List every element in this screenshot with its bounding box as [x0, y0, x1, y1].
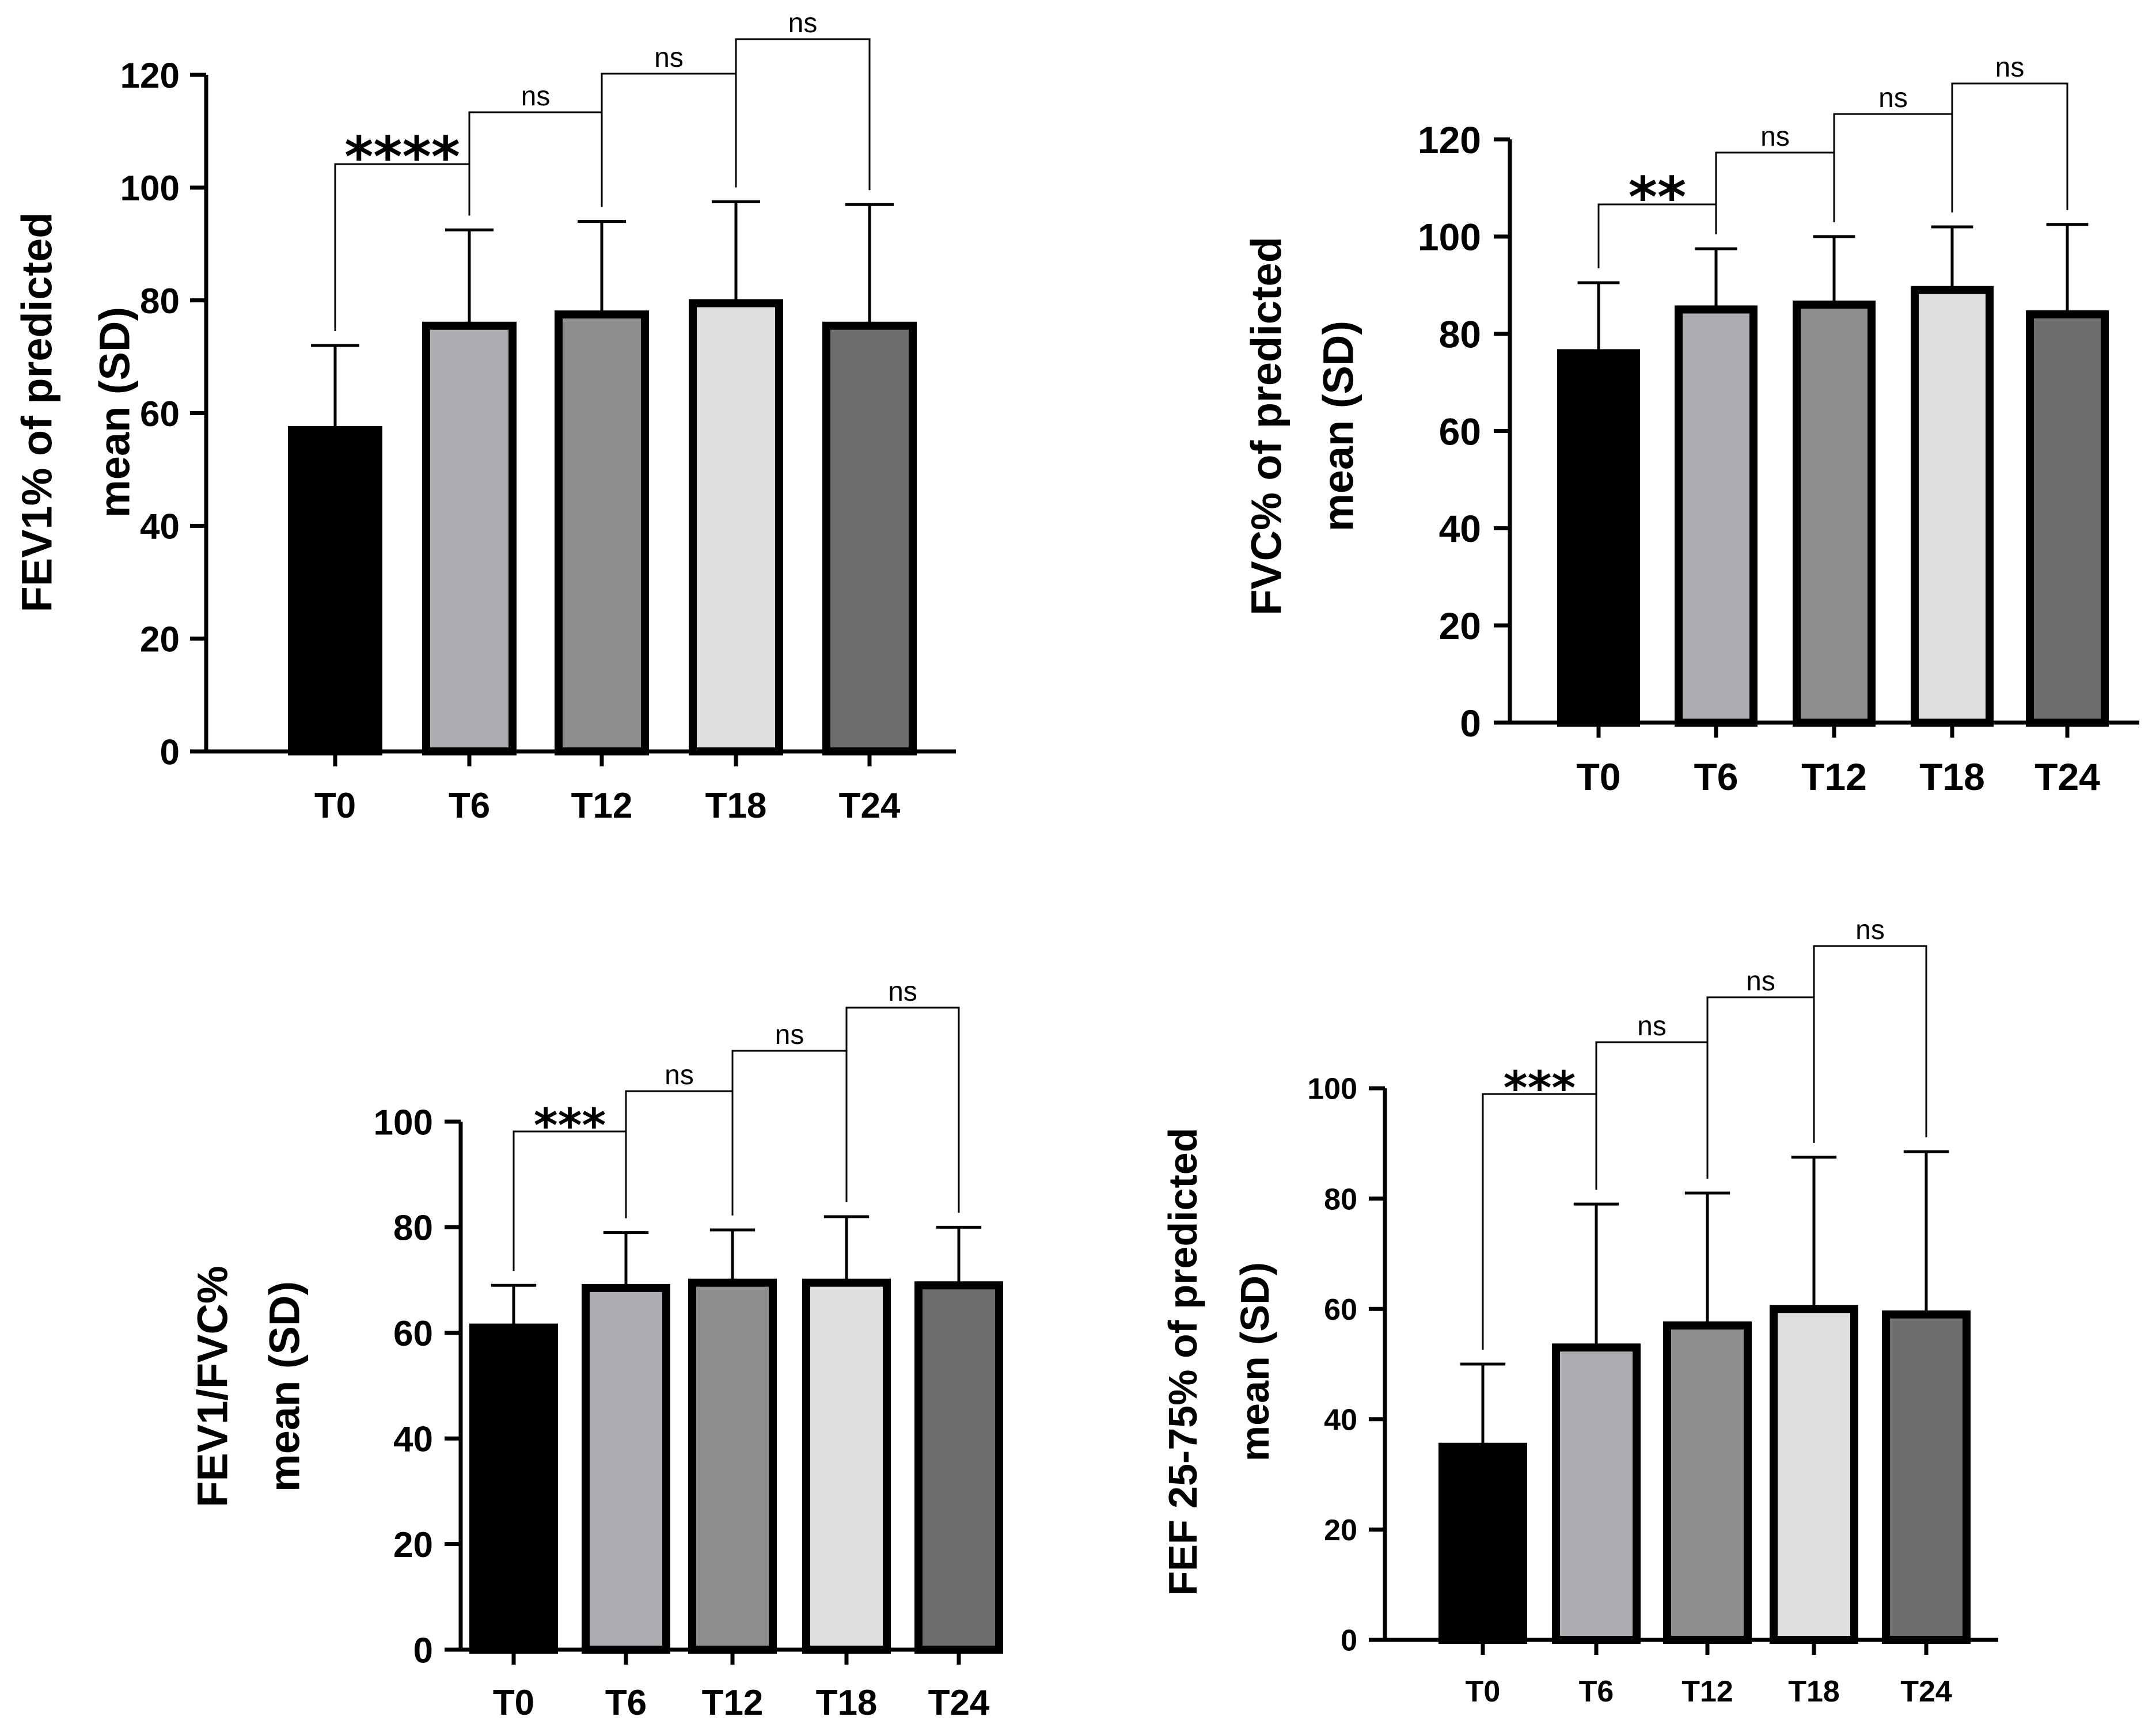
- figure: 0 20 40 60 80 100 120 T0 T6 T12 T18 T24 FEV1% of pre…: [0, 0, 2156, 1732]
- significance-bracket: [1814, 946, 1926, 1143]
- significance-bracket: [1596, 1042, 1707, 1190]
- x-tick-label: T0: [1466, 1675, 1501, 1708]
- x-tick-label: T18: [1788, 1675, 1840, 1708]
- significance-label: ns: [1637, 1011, 1667, 1042]
- y-tick-label: 0: [1341, 1624, 1357, 1658]
- bar-t6: [1556, 1347, 1637, 1640]
- significance-bracket: [1707, 997, 1814, 1179]
- panel-fef-25-75: 0 20 40 60 80 100 T0 T6 T12 T18 T24 FEF 25-75% of p…: [0, 0, 2156, 1732]
- bar-t0: [1443, 1447, 1523, 1640]
- significance-label: ns: [1746, 966, 1775, 997]
- y-axis-label: FEF 25-75% of predicted: [1160, 1128, 1205, 1596]
- x-tick-label: T6: [1579, 1675, 1614, 1708]
- significance-label: ***: [1504, 1062, 1576, 1115]
- x-tick-label: T24: [1900, 1675, 1952, 1708]
- y-tick-label: 80: [1324, 1183, 1357, 1216]
- significance-bracket: [1483, 1094, 1596, 1350]
- y-tick-label: 20: [1324, 1514, 1357, 1547]
- significance-label: ns: [1855, 915, 1885, 945]
- bar-t24: [1886, 1315, 1967, 1640]
- bar-t12: [1667, 1325, 1748, 1640]
- y-tick-label: 100: [1307, 1073, 1357, 1106]
- y-tick-label: 40: [1324, 1404, 1357, 1437]
- bar-t18: [1774, 1309, 1854, 1640]
- x-tick-label: T12: [1681, 1675, 1733, 1708]
- y-tick-label: 60: [1324, 1293, 1357, 1327]
- y-axis-label: mean (SD): [1232, 1262, 1277, 1461]
